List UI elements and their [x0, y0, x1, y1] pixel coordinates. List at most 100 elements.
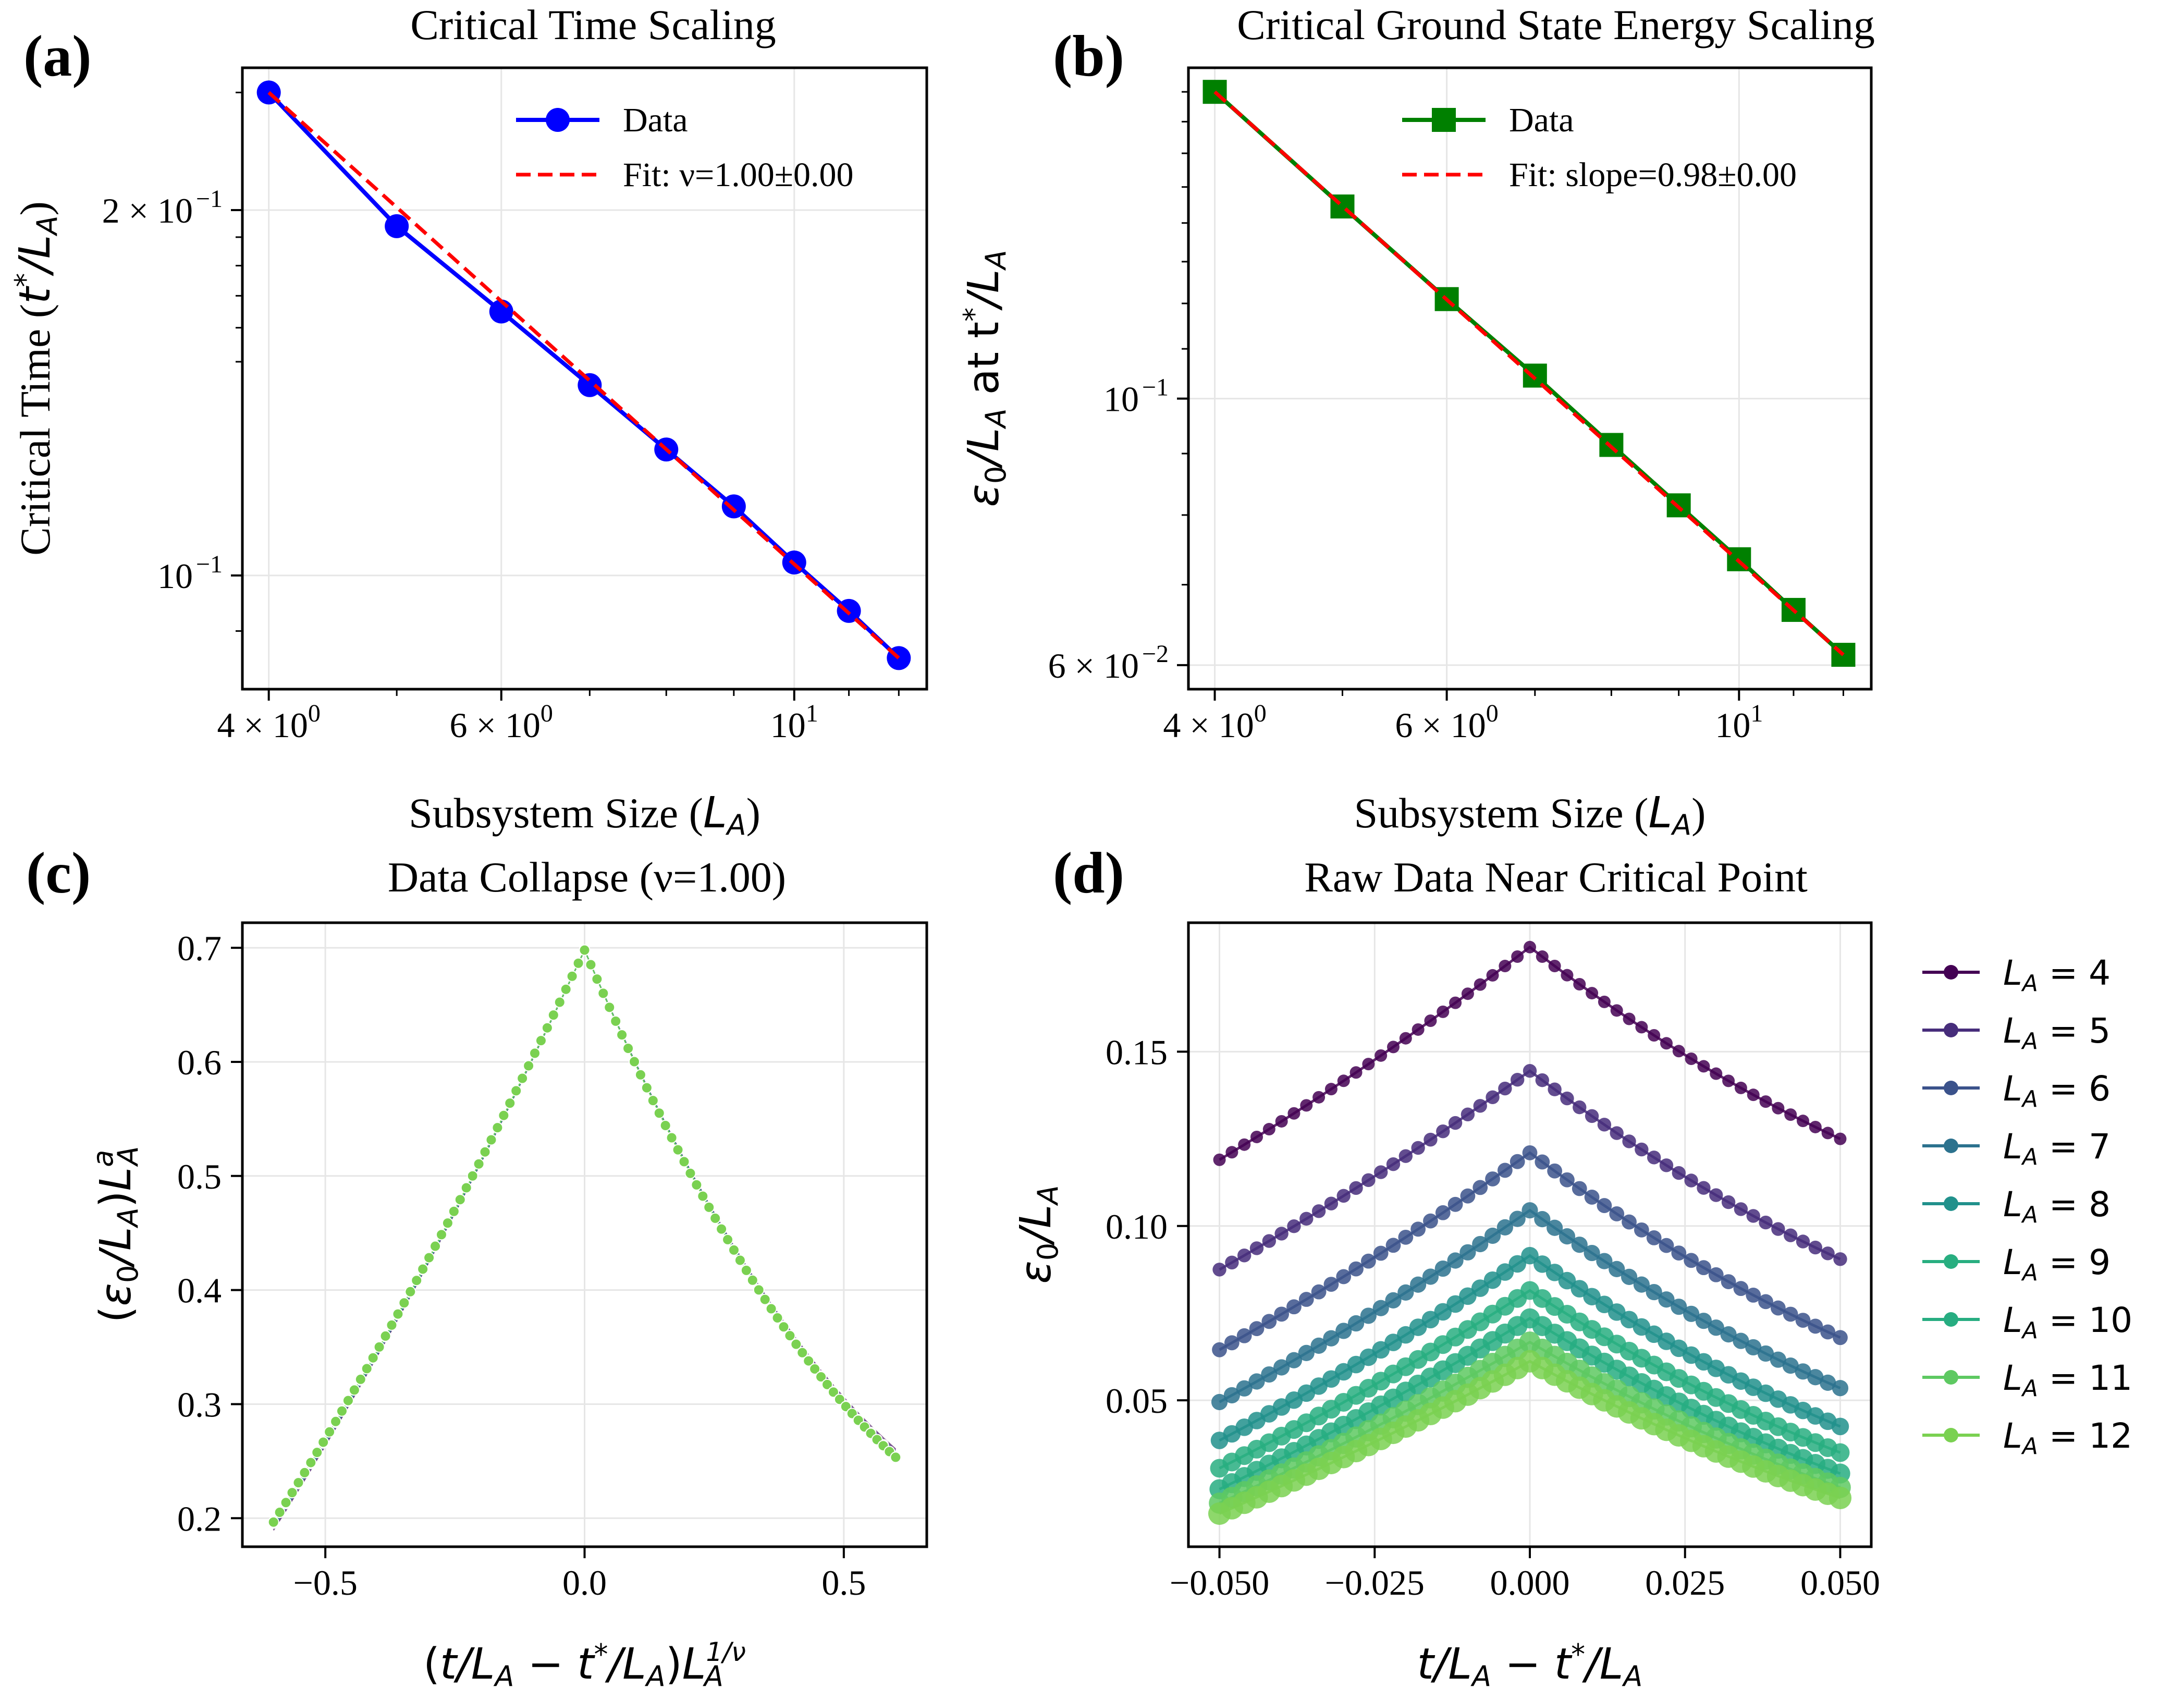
collapse-point-12 — [324, 1426, 336, 1438]
chart-panel-d: −0.050 −0.025 0.000 0.025 0.050 0.05 0.10 0.15 L… — [1011, 921, 2132, 1688]
collapse-point-12 — [778, 1321, 790, 1333]
series-point-L6 — [1758, 1294, 1773, 1310]
series-point-L7 — [1658, 1291, 1675, 1308]
series-point-L7 — [1646, 1283, 1662, 1301]
series-point-L4 — [1300, 1099, 1313, 1112]
collapse-point-12 — [417, 1263, 429, 1275]
collapse-point-12 — [678, 1156, 690, 1168]
chart-panel-c: −0.5 0.0 0.5 0.2 0.3 0.4 0.5 0.6 0.7 (t/LA − t*/L… — [87, 921, 928, 1688]
series-point-L7 — [1820, 1374, 1836, 1391]
series-point-L4 — [1734, 1081, 1747, 1094]
series-point-L7 — [1211, 1393, 1228, 1411]
y-tick-exponent: −1 — [196, 185, 223, 213]
series-point-L4 — [1362, 1058, 1375, 1071]
series-point-L8 — [1521, 1246, 1539, 1265]
panel-title-b: Critical Ground State Energy Scaling — [1237, 1, 1875, 48]
legend-label-L5: LA = 5 — [2003, 1011, 2111, 1055]
collapse-point-12 — [803, 1355, 815, 1367]
collapse-point-12 — [771, 1312, 783, 1324]
collapse-point-12 — [430, 1240, 441, 1252]
series-point-L7 — [1584, 1244, 1600, 1262]
y-axis-label: ε0/LA — [1011, 1185, 1064, 1284]
series-point-L7 — [1447, 1252, 1464, 1269]
series-point-L7 — [1534, 1211, 1551, 1228]
series-point-L7 — [1484, 1227, 1501, 1244]
series-point-L5 — [1573, 1100, 1587, 1115]
collapse-point-12 — [784, 1330, 796, 1342]
series-point-L7 — [1596, 1253, 1613, 1269]
series-point-L6 — [1535, 1154, 1550, 1170]
collapse-point-12 — [305, 1457, 317, 1469]
y-tick-label: 0.05 — [1106, 1381, 1168, 1421]
series-point-L6 — [1274, 1306, 1290, 1322]
series-point-L4 — [1250, 1130, 1263, 1143]
series-point-L7 — [1807, 1369, 1824, 1386]
series-point-L5 — [1523, 1064, 1537, 1078]
series-point-L4 — [1623, 1012, 1636, 1025]
series-point-L8 — [1459, 1287, 1477, 1305]
collapse-point-12 — [684, 1167, 696, 1179]
series-point-L5 — [1287, 1219, 1301, 1233]
collapse-point-12 — [336, 1405, 348, 1417]
series-point-L4 — [1449, 996, 1462, 1009]
collapse-point-12 — [348, 1384, 360, 1396]
series-point-L6 — [1385, 1238, 1401, 1253]
legend-data-marker — [1432, 108, 1456, 132]
legend-marker-L9 — [1944, 1254, 1958, 1269]
series-point-L7 — [1571, 1237, 1588, 1253]
collapse-point-12 — [267, 1516, 279, 1528]
x-axis-label: t/LA − t*/LA — [1417, 1638, 1643, 1688]
series-point-L6 — [1410, 1221, 1426, 1237]
series-point-L4 — [1337, 1074, 1350, 1087]
series-point-L4 — [1672, 1045, 1685, 1058]
series-point-L6 — [1609, 1206, 1625, 1221]
series-point-L5 — [1622, 1134, 1636, 1148]
collapse-point-12 — [753, 1284, 765, 1296]
legend-marker-L5 — [1944, 1023, 1958, 1037]
series-point-L6 — [1212, 1342, 1227, 1357]
collapse-point-12 — [473, 1158, 485, 1170]
series-point-L7 — [1422, 1268, 1439, 1285]
series-point-L6 — [1447, 1196, 1463, 1212]
y-axis-label: Critical Time (t*/LA) — [9, 201, 64, 556]
series-point-L5 — [1324, 1196, 1339, 1210]
panel-label-d: (d) — [1053, 841, 1124, 906]
collapse-point-12 — [740, 1264, 752, 1276]
series-point-L5 — [1386, 1157, 1401, 1171]
series-point-L4 — [1324, 1083, 1338, 1096]
collapse-point-12 — [585, 959, 597, 971]
series-point-L6 — [1572, 1181, 1587, 1196]
series-point-L4 — [1697, 1060, 1710, 1073]
series-point-L5 — [1448, 1116, 1463, 1130]
y-axis-label: ε0/LA at t*/LA — [958, 250, 1012, 507]
series-point-L4 — [1399, 1032, 1412, 1045]
series-point-L5 — [1684, 1173, 1698, 1188]
series-point-L5 — [1249, 1241, 1264, 1255]
panel-title-a: Critical Time Scaling — [410, 1, 776, 48]
fit-line — [267, 91, 900, 659]
series-point-L5 — [1398, 1149, 1413, 1163]
series-point-L4 — [1797, 1115, 1809, 1128]
series-point-L4 — [1375, 1049, 1388, 1062]
collapse-point-12 — [560, 983, 572, 995]
legend-label-L4: LA = 4 — [2003, 953, 2111, 997]
collapse-point-12 — [790, 1338, 802, 1350]
series-point-L6 — [1485, 1171, 1500, 1187]
series-point-L4 — [1511, 950, 1524, 963]
series-point-L6 — [1224, 1335, 1240, 1351]
collapse-point-12 — [833, 1393, 845, 1405]
series-point-L5 — [1635, 1142, 1649, 1157]
series-point-L8 — [1831, 1417, 1849, 1436]
series-point-L5 — [1597, 1118, 1612, 1132]
series-point-L7 — [1285, 1352, 1303, 1368]
y-tick-label: 0.2 — [177, 1499, 222, 1538]
legend-fit-label: Fit: slope=0.98±0.00 — [1509, 156, 1797, 194]
legend-marker-L6 — [1944, 1081, 1958, 1095]
collapse-point-12 — [746, 1274, 758, 1286]
collapse-point-12 — [796, 1347, 808, 1359]
collapse-point-12 — [659, 1120, 671, 1132]
x-tick-label: 6 × 100 — [450, 700, 553, 745]
series-point-L5 — [1336, 1189, 1351, 1203]
y-tick-label: 0.6 — [177, 1043, 222, 1082]
collapse-point-12 — [330, 1415, 342, 1427]
